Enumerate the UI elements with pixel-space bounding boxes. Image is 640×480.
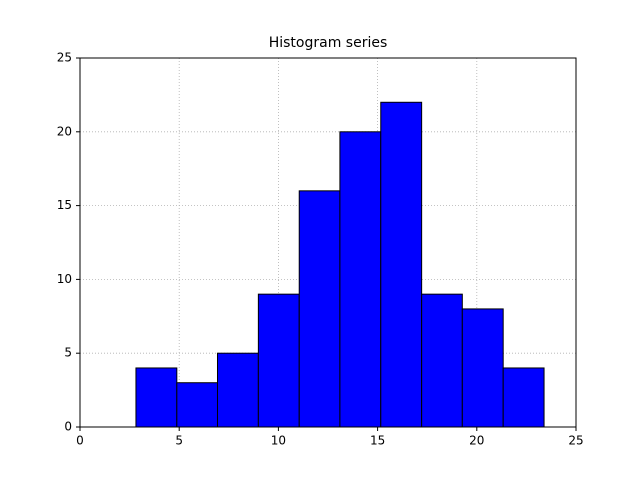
chart-title: Histogram series: [269, 35, 388, 51]
bar: [502, 367, 545, 428]
bar: [176, 382, 218, 428]
x-tick-label: 25: [568, 434, 583, 448]
x-tick-label: 5: [175, 434, 183, 448]
y-tick-label: 15: [57, 198, 72, 212]
x-tick-label: 20: [469, 434, 484, 448]
bar: [380, 101, 423, 428]
y-tick-label: 25: [57, 51, 72, 65]
bar: [216, 352, 259, 428]
bar: [461, 308, 504, 428]
y-tick-label: 20: [57, 124, 72, 138]
x-tick-label: 10: [271, 434, 286, 448]
y-tick-label: 5: [64, 346, 72, 360]
y-tick-label: 10: [57, 272, 72, 286]
bar: [421, 293, 463, 428]
bar: [298, 190, 341, 428]
bar: [257, 293, 300, 428]
y-tick-label: 0: [64, 420, 72, 434]
bar: [339, 131, 382, 428]
plot-frame: [79, 57, 577, 428]
bar: [135, 367, 178, 428]
x-tick-label: 15: [370, 434, 385, 448]
x-tick-label: 0: [76, 434, 84, 448]
